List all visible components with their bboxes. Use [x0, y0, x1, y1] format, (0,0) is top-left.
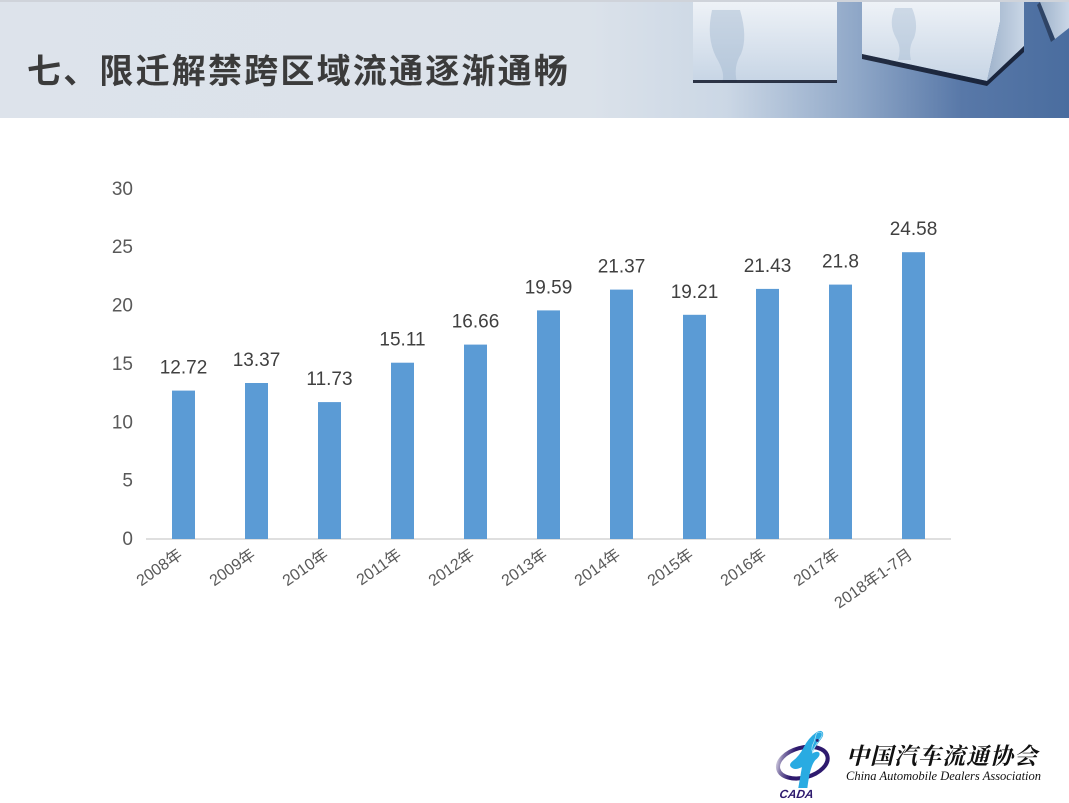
svg-text:2013年: 2013年: [498, 546, 551, 590]
svg-text:10: 10: [112, 412, 133, 433]
svg-text:12.72: 12.72: [160, 358, 208, 379]
svg-text:19.59: 19.59: [525, 277, 573, 298]
svg-text:2009年: 2009年: [206, 546, 259, 590]
svg-text:15: 15: [112, 354, 133, 375]
svg-text:15.11: 15.11: [379, 330, 425, 351]
svg-text:16.66: 16.66: [452, 312, 500, 333]
svg-text:21.37: 21.37: [598, 257, 646, 278]
svg-text:2017年: 2017年: [790, 546, 843, 590]
svg-text:5: 5: [122, 471, 133, 492]
svg-text:2014年: 2014年: [571, 546, 624, 590]
svg-text:2011年: 2011年: [353, 546, 405, 590]
svg-text:20: 20: [112, 296, 133, 317]
svg-text:11.73: 11.73: [306, 369, 352, 390]
svg-text:21.43: 21.43: [744, 256, 792, 277]
svg-text:19.21: 19.21: [671, 282, 719, 303]
svg-text:2016年: 2016年: [717, 546, 770, 590]
svg-text:0: 0: [122, 529, 133, 550]
svg-text:CADA: CADA: [779, 787, 815, 801]
svg-text:2012年: 2012年: [425, 546, 478, 590]
svg-text:2010年: 2010年: [279, 546, 332, 590]
svg-text:2015年: 2015年: [644, 546, 697, 590]
svg-text:30: 30: [112, 179, 133, 200]
svg-text:24.58: 24.58: [890, 219, 938, 240]
svg-text:25: 25: [112, 237, 133, 258]
svg-text:13.37: 13.37: [233, 350, 281, 371]
svg-text:2008年: 2008年: [133, 546, 186, 590]
svg-text:21.8: 21.8: [822, 252, 859, 273]
svg-text:2018年1-7月: 2018年1-7月: [831, 546, 916, 613]
